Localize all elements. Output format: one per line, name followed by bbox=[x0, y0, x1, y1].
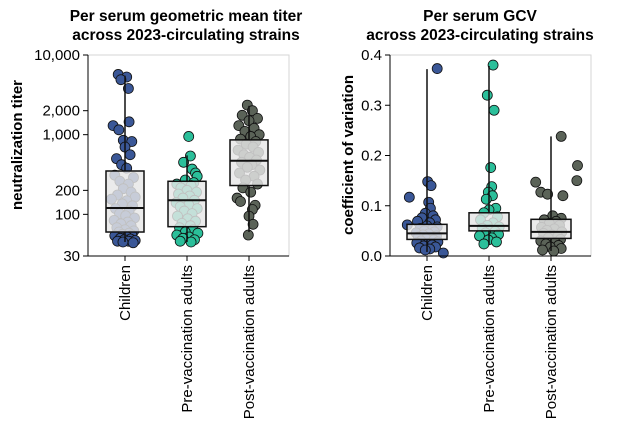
chart-left-children-point bbox=[117, 236, 129, 248]
chart-right-pre-vaccination-adults-group bbox=[468, 59, 510, 250]
chart-right-x-tick-label-post-vaccination-adults: Post-vaccination adults bbox=[543, 265, 560, 419]
chart-left-children-point bbox=[113, 124, 125, 136]
chart-right-post-vaccination-adults-point bbox=[555, 131, 567, 142]
chart-right-x-tick-label-pre-vaccination-adults: Pre-vaccination adults bbox=[481, 265, 498, 413]
chart-left-y-tick-label: 30 bbox=[63, 248, 80, 265]
chart-left-pre-vaccination-adults-point bbox=[178, 156, 190, 168]
chart-left-x-tick-label-pre-vaccination-adults: Pre-vaccination adults bbox=[179, 265, 196, 413]
chart-left-y-tick-label: 10,000 bbox=[34, 47, 80, 64]
chart-left-children-box bbox=[105, 170, 145, 233]
chart-left-post-vaccination-adults-point bbox=[235, 196, 246, 207]
chart-right-post-vaccination-adults-point bbox=[571, 175, 583, 187]
chart-left-children-point bbox=[122, 83, 134, 94]
chart-right-children-group bbox=[401, 63, 449, 259]
chart-right-children-point bbox=[437, 247, 449, 259]
chart-left-y-tick-label: 2,000 bbox=[42, 103, 80, 120]
chart-right-pre-vaccination-adults-point bbox=[491, 236, 502, 248]
chart-left-post-vaccination-adults-point bbox=[246, 105, 258, 117]
chart-left-y-axis: 30 100 200 1,000 2,000 10,000 bbox=[34, 47, 89, 265]
chart-right: Per serum GCV across 2023-circulating st… bbox=[340, 8, 594, 419]
chart-left-pre-vaccination-adults-point bbox=[174, 235, 186, 247]
chart-left-x-tick-label-children: Children bbox=[117, 265, 134, 321]
chart-left-post-vaccination-adults-box bbox=[229, 139, 269, 187]
chart-left-title-line-2: across 2023-circulating strains bbox=[72, 27, 299, 44]
chart-left-pre-vaccination-adults-box bbox=[167, 180, 207, 228]
chart-left-post-vaccination-adults-point bbox=[247, 218, 259, 230]
chart-right-title-line-2: across 2023-circulating strains bbox=[366, 27, 593, 44]
chart-right-y-tick-label: 0.4 bbox=[361, 47, 382, 64]
chart-right-children-point bbox=[419, 244, 431, 256]
chart-right-post-vaccination-adults-point bbox=[548, 245, 560, 257]
chart-right-pre-vaccination-adults-point bbox=[488, 104, 500, 116]
chart-left-x-tick-label-post-vaccination-adults: Post-vaccination adults bbox=[241, 265, 258, 419]
chart-right-post-vaccination-adults-point bbox=[542, 188, 553, 200]
chart-left-plot-area bbox=[105, 69, 269, 249]
chart-right-post-vaccination-adults-point bbox=[572, 160, 583, 171]
chart-right-y-tick-label: 0.2 bbox=[361, 148, 382, 165]
chart-left-pre-vaccination-adults-point bbox=[185, 236, 197, 248]
chart-right-x-tick-label-children: Children bbox=[419, 265, 436, 321]
chart-left-children-point bbox=[124, 149, 136, 161]
chart-right-post-vaccination-adults-point bbox=[530, 176, 542, 188]
chart-left-title-line-1: Per serum geometric mean titer bbox=[70, 8, 303, 25]
chart-right-children-box bbox=[406, 223, 448, 241]
chart-right-post-vaccination-adults-group bbox=[530, 131, 583, 257]
chart-left-x-axis: Children Pre-vaccination adults Post-vacci… bbox=[88, 255, 289, 419]
chart-left-post-vaccination-adults-group bbox=[229, 99, 269, 241]
chart-left-children-point bbox=[115, 74, 127, 86]
chart-left-y-tick-label: 100 bbox=[55, 206, 80, 223]
chart-right-post-vaccination-adults-point bbox=[557, 190, 569, 202]
chart-right-plot-area bbox=[401, 59, 583, 259]
chart-right-pre-vaccination-adults-point bbox=[485, 162, 497, 173]
chart-right-y-axis-label: coefficient of variation bbox=[340, 75, 357, 235]
chart-right-pre-vaccination-adults-box bbox=[468, 212, 510, 232]
chart-left-children-group bbox=[105, 69, 145, 249]
chart-left-post-vaccination-adults-point bbox=[245, 186, 257, 198]
chart-right-pre-vaccination-adults-point bbox=[480, 193, 492, 205]
chart-left-y-axis-label: neutralization titer bbox=[9, 80, 26, 210]
chart-right-y-tick-label: 0.1 bbox=[361, 198, 382, 215]
chart-left-pre-vaccination-adults-group bbox=[167, 131, 207, 248]
chart-right-y-tick-label: 0.0 bbox=[361, 248, 382, 265]
chart-left-pre-vaccination-adults-point bbox=[183, 131, 195, 142]
chart-right-children-point bbox=[403, 191, 415, 203]
chart-right-y-tick-label: 0.3 bbox=[361, 97, 382, 114]
chart-left-children-point bbox=[123, 116, 135, 128]
chart-right-post-vaccination-adults-box bbox=[530, 218, 572, 240]
chart-left-y-tick-label: 200 bbox=[55, 182, 80, 199]
chart-left-children-point bbox=[127, 237, 139, 249]
chart-right-pre-vaccination-adults-point bbox=[478, 238, 490, 250]
chart-right-post-vaccination-adults-point bbox=[537, 244, 548, 256]
chart-left: Per serum geometric mean titer across 20… bbox=[9, 8, 302, 419]
chart-right-y-axis: 0.0 0.1 0.2 0.3 0.4 bbox=[361, 47, 391, 265]
chart-right-children-point bbox=[431, 63, 443, 74]
chart-right-children-point bbox=[425, 180, 437, 192]
chart-right-title-line-1: Per serum GCV bbox=[423, 8, 537, 25]
chart-right-pre-vaccination-adults-point bbox=[487, 59, 499, 71]
chart-left-y-tick-label: 1,000 bbox=[42, 127, 80, 144]
chart-right-pre-vaccination-adults-point bbox=[481, 89, 493, 101]
chart-left-pre-vaccination-adults-point bbox=[184, 150, 196, 162]
chart-right-x-axis: Children Pre-vaccination adults Post-vacci… bbox=[390, 255, 591, 419]
